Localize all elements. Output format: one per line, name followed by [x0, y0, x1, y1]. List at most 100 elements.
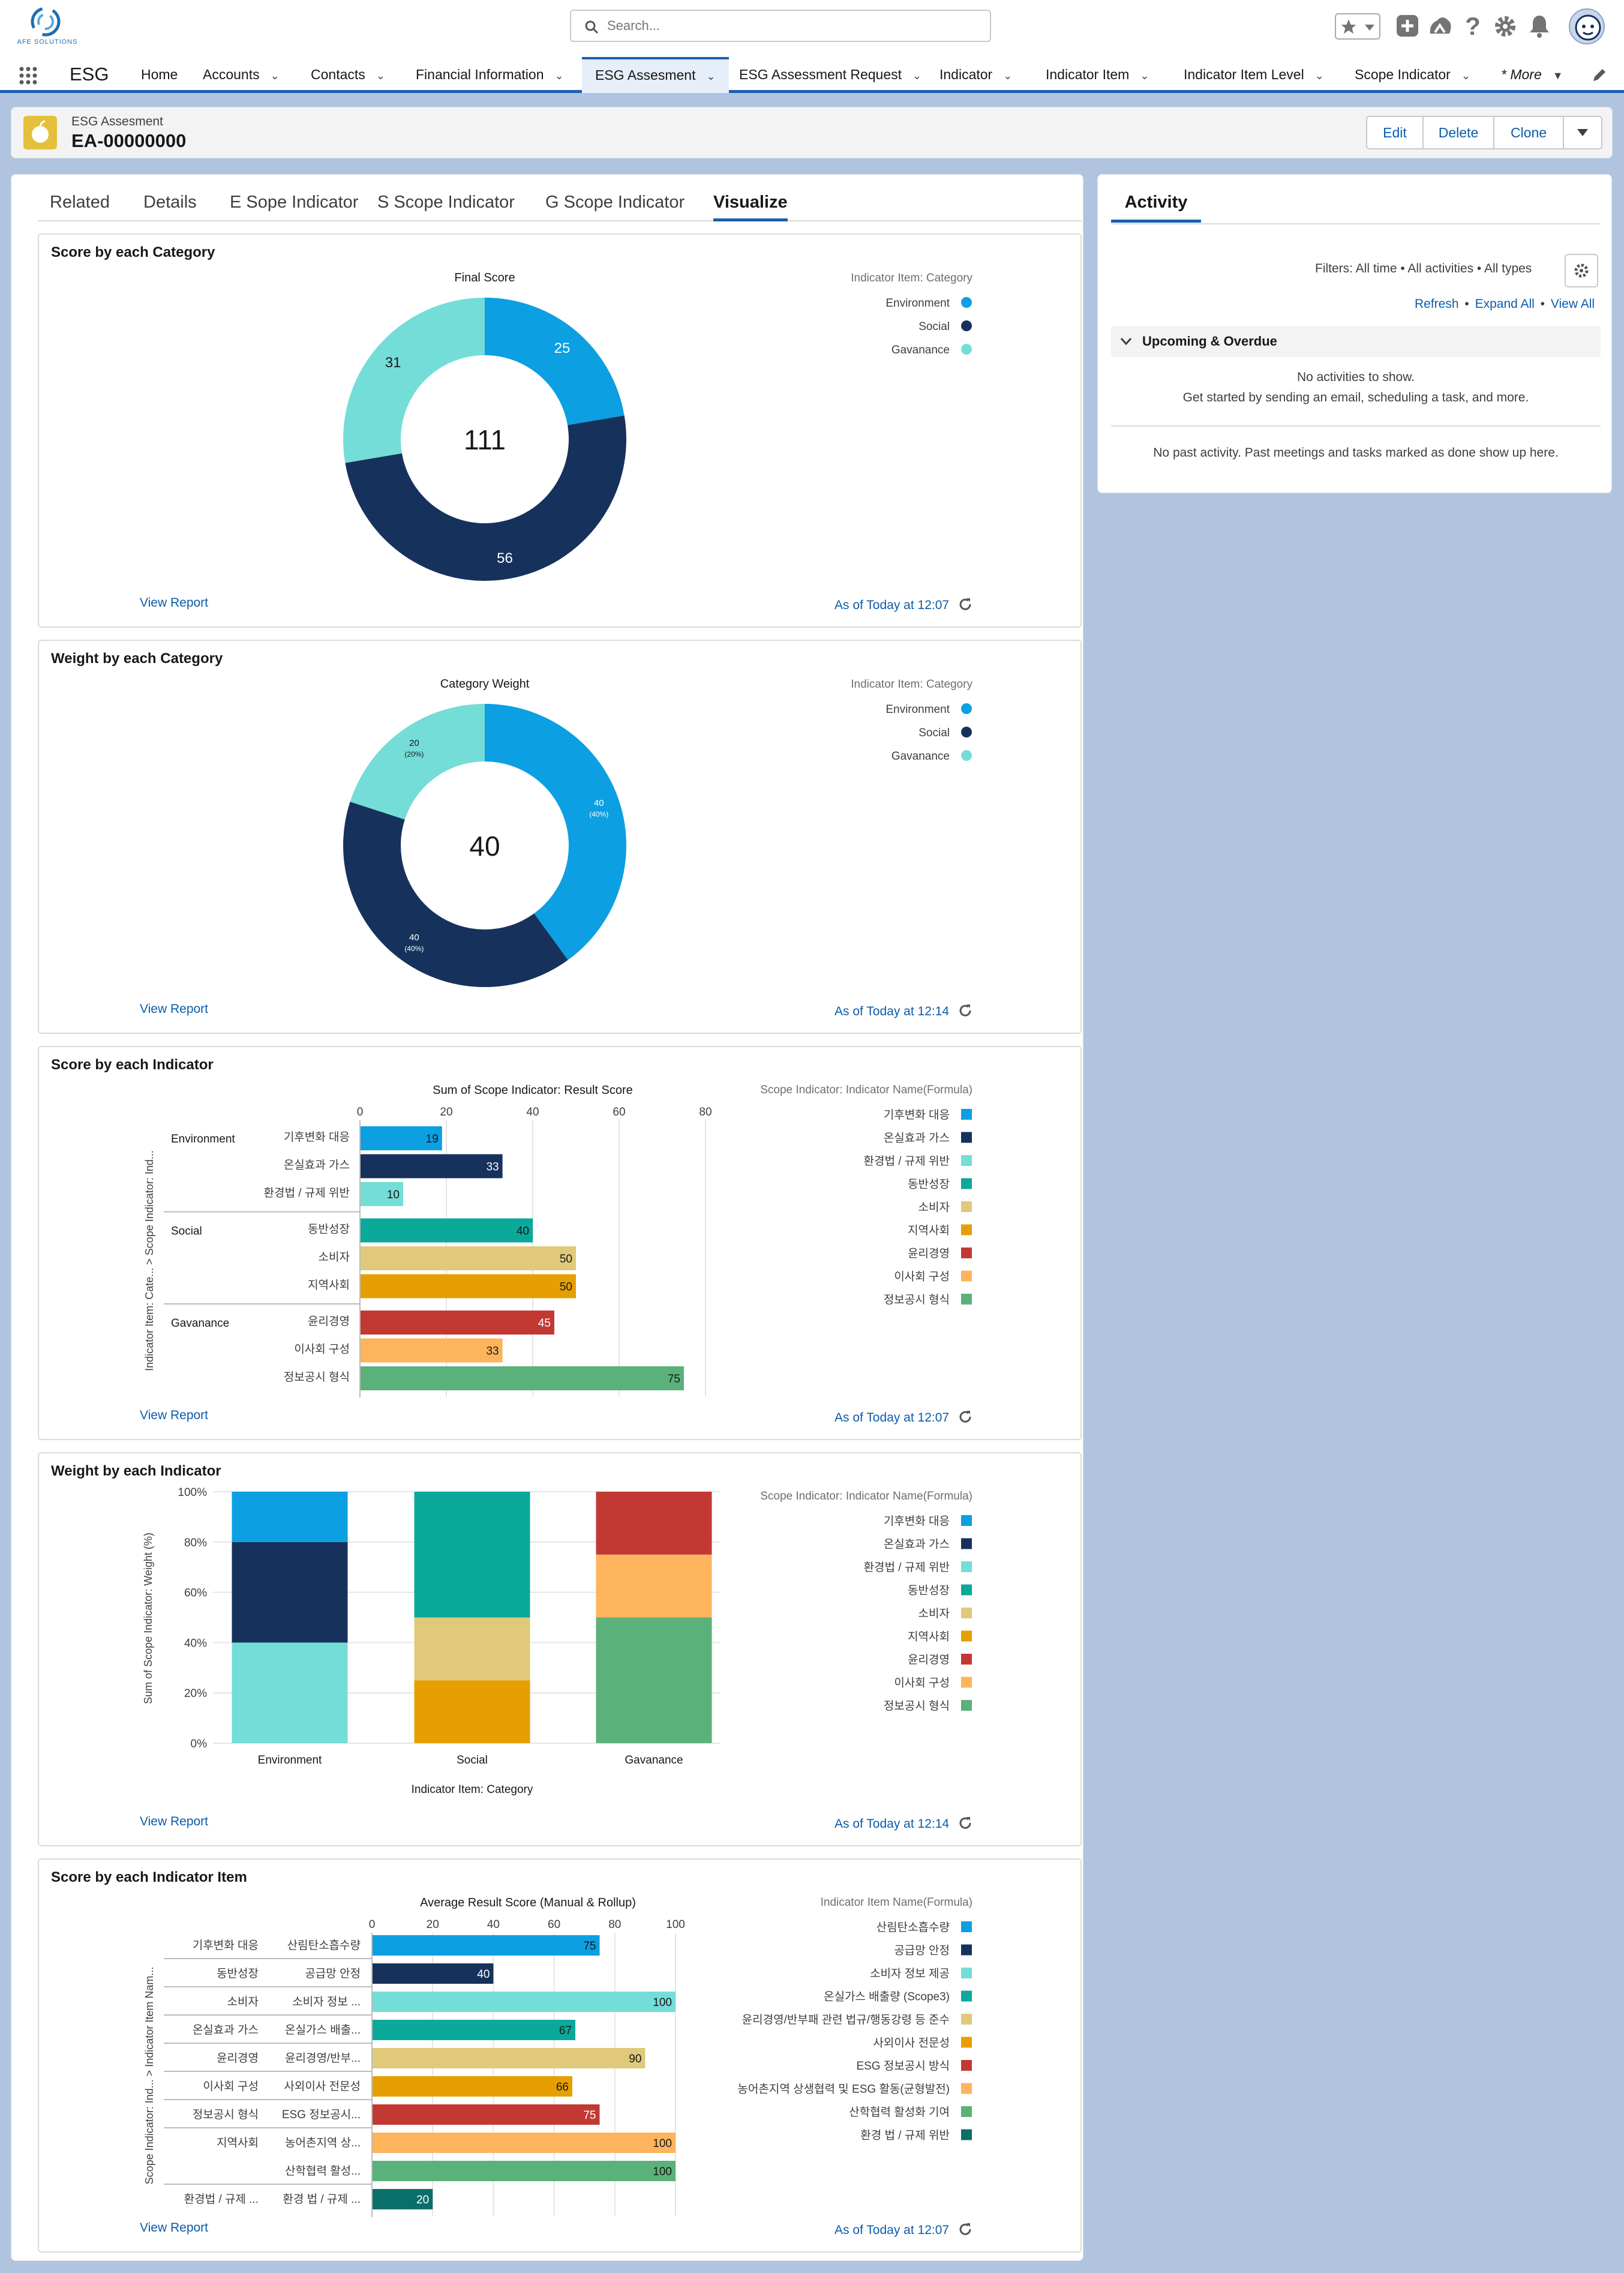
chevron-down-icon[interactable]: ⌄	[1461, 70, 1470, 82]
slice-percent-label: (40%)	[589, 810, 608, 818]
star-icon	[1341, 19, 1356, 34]
y-tick-label: 20%	[184, 1687, 207, 1700]
view-report-link[interactable]: View Report	[140, 1815, 209, 1828]
row-label: 이사회 구성	[294, 1343, 350, 1356]
gear-icon[interactable]	[1493, 14, 1517, 38]
legend-item-label: 이사회 구성	[894, 1677, 950, 1690]
chevron-down-icon[interactable]: ⌄	[1314, 70, 1324, 82]
activity-tab-divider	[1111, 223, 1601, 224]
nav-item-indicator-item-level[interactable]: Indicator Item Level ⌄	[1184, 57, 1324, 93]
view-report-link[interactable]: View Report	[140, 2221, 209, 2235]
delete-button[interactable]: Delete	[1422, 116, 1494, 149]
more-actions-button[interactable]	[1563, 116, 1602, 149]
refresh-link[interactable]: Refresh	[1415, 297, 1459, 311]
bar-value-label: 75	[583, 2109, 596, 2122]
main-card: Related Details E Sope Indicator S Scope…	[11, 174, 1083, 2261]
search-box[interactable]	[570, 10, 991, 42]
nav-item-home[interactable]: Home	[141, 57, 178, 93]
trailhead-icon[interactable]	[1427, 13, 1453, 38]
tab-related[interactable]: Related	[50, 193, 110, 212]
refresh-icon[interactable]	[957, 2221, 974, 2238]
legend-item-label: Gavanance	[891, 344, 950, 356]
edit-nav-pencil-icon[interactable]	[1591, 67, 1608, 83]
bar	[360, 1182, 403, 1206]
tab-visualize[interactable]: Visualize	[713, 193, 788, 221]
upcoming-overdue-section[interactable]: Upcoming & Overdue	[1111, 326, 1601, 357]
weight-by-category-chart[interactable]: Category Weight40(40%)40(40%)20(20%)40In…	[39, 641, 1080, 1033]
nav-item-scope-indicator[interactable]: Scope Indicator ⌄	[1355, 57, 1470, 93]
chevron-down-icon[interactable]: ⌄	[706, 70, 716, 82]
group-label: Social	[171, 1225, 202, 1238]
chevron-down-icon	[1365, 25, 1374, 31]
chevron-down-icon[interactable]: ⌄	[912, 70, 922, 82]
legend-title: Indicator Item: Category	[851, 272, 972, 284]
view-all-link[interactable]: View All	[1550, 297, 1595, 311]
chevron-down-icon[interactable]: ⌄	[1003, 70, 1013, 82]
legend-swatch	[961, 1248, 972, 1258]
legend-item-label: 지역사회	[908, 1224, 950, 1237]
score-by-indicator-item-chart[interactable]: Average Result Score (Manual & Rollup) 0 2…	[39, 1860, 1080, 2251]
row-group-label: 지역사회	[217, 2136, 259, 2149]
activity-settings-button[interactable]	[1565, 254, 1598, 287]
nav-item-indicator[interactable]: Indicator ⌄	[939, 57, 1012, 93]
bar	[360, 1366, 684, 1390]
weight-by-indicator-chart[interactable]: 0% 20% 40% 60% 80% 100% Sum of Scope Indicator…	[39, 1453, 1080, 1845]
row-label: 동반성장	[308, 1223, 350, 1236]
view-report-link[interactable]: View Report	[140, 1002, 209, 1016]
nav-item-accounts[interactable]: Accounts ⌄	[203, 57, 280, 93]
chevron-down-icon[interactable]: ⌄	[1140, 70, 1149, 82]
legend-swatch	[961, 1270, 972, 1282]
clone-button[interactable]: Clone	[1493, 116, 1564, 149]
tab-g-scope-indicator[interactable]: G Scope Indicator	[545, 193, 685, 212]
x-category-label: Gavanance	[625, 1754, 683, 1767]
refresh-icon[interactable]	[957, 1408, 974, 1425]
nav-item-financial-information[interactable]: Financial Information ⌄	[416, 57, 564, 93]
slice-value-label: 20	[409, 738, 419, 748]
legend-title: Scope Indicator: Indicator Name(Formula)	[760, 1084, 972, 1096]
bar	[360, 1246, 576, 1270]
weight-by-indicator-panel: Weight by each Indicator 0% 20% 40% 60% 80% 1…	[38, 1452, 1082, 1846]
nav-item-contacts[interactable]: Contacts ⌄	[311, 57, 385, 93]
search-input[interactable]	[607, 16, 979, 36]
legend-title: Indicator Item Name(Formula)	[821, 1896, 972, 1909]
company-logo[interactable]: AFE SOLUTIONS	[14, 4, 80, 49]
bell-icon[interactable]	[1528, 13, 1551, 38]
chevron-down-icon[interactable]: ▼	[1552, 70, 1563, 82]
row-group-label: 윤리경영	[217, 2052, 259, 2065]
chevron-down-icon[interactable]: ⌄	[270, 70, 280, 82]
score-by-category-chart[interactable]: Final Score 25 56 31 111 Indicator Item: Cate…	[39, 235, 1080, 626]
tab-e-scope-indicator[interactable]: E Sope Indicator	[230, 193, 359, 212]
help-icon[interactable]: ?	[1463, 13, 1483, 40]
refresh-icon[interactable]	[957, 596, 974, 613]
activity-tab[interactable]: Activity	[1111, 193, 1201, 223]
chevron-down-icon[interactable]: ⌄	[376, 70, 385, 82]
view-report-link[interactable]: View Report	[140, 596, 209, 610]
bar-value-label: 33	[486, 1161, 499, 1174]
chevron-down-icon[interactable]: ⌄	[554, 70, 564, 82]
tab-s-scope-indicator[interactable]: S Scope Indicator	[377, 193, 515, 212]
tab-details[interactable]: Details	[143, 193, 197, 212]
row-label: 사외이사 전문성	[284, 2080, 361, 2093]
y-tick-label: 80%	[184, 1537, 207, 1549]
nav-item-more[interactable]: * More ▼	[1501, 57, 1563, 93]
legend-title: Indicator Item: Category	[851, 678, 972, 691]
nav-label: ESG Assesment	[595, 67, 696, 83]
score-by-category-panel: Score by each Category Final Score 25 56 31…	[38, 233, 1082, 628]
add-icon[interactable]	[1396, 14, 1419, 37]
refresh-icon[interactable]	[957, 1815, 974, 1831]
score-by-indicator-chart[interactable]: Sum of Scope Indicator: Result Score 0 20 4…	[39, 1047, 1080, 1439]
favorites-button[interactable]	[1335, 13, 1380, 40]
stack-segment	[596, 1554, 712, 1618]
avatar[interactable]	[1569, 8, 1605, 44]
refresh-icon[interactable]	[957, 1002, 974, 1019]
legend-swatch	[961, 1630, 972, 1642]
legend-swatch	[961, 1201, 972, 1212]
expand-all-link[interactable]: Expand All	[1475, 297, 1535, 311]
nav-item-esg-assessment-request[interactable]: ESG Assessment Request ⌄	[739, 57, 921, 93]
edit-button[interactable]: Edit	[1366, 116, 1424, 149]
bar-value-label: 75	[668, 1373, 680, 1386]
view-report-link[interactable]: View Report	[140, 1408, 209, 1422]
nav-item-indicator-item[interactable]: Indicator Item ⌄	[1046, 57, 1149, 93]
nav-item-esg-assesment[interactable]: ESG Assesment ⌄	[582, 57, 729, 93]
app-launcher-icon[interactable]	[19, 67, 37, 85]
